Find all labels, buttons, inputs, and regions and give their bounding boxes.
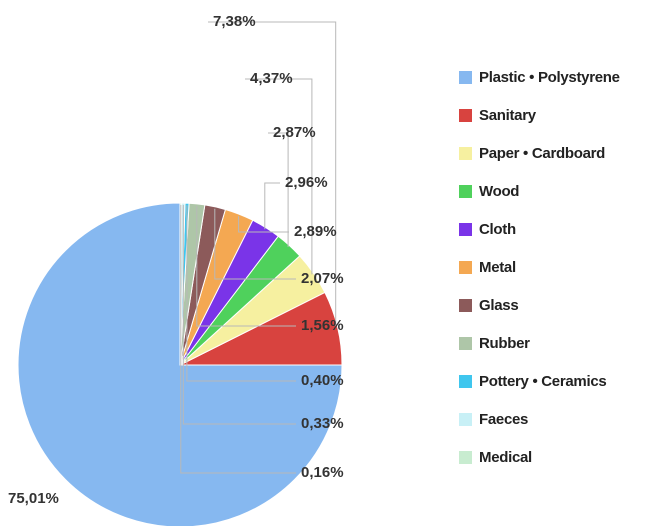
- legend-swatch: [459, 412, 472, 426]
- legend-item-wood: Wood: [459, 172, 654, 210]
- legend-item-metal: Metal: [459, 248, 654, 286]
- legend-item-sanitary: Sanitary: [459, 96, 654, 134]
- legend-label: Sanitary: [479, 106, 536, 124]
- leader-line-sanitary: [208, 21, 337, 329]
- legend-swatch: [459, 374, 472, 388]
- pie-slices: [17, 202, 343, 526]
- legend: Plastic • Polystyrene Sanitary Paper • Car…: [459, 58, 654, 476]
- value-label-paper-cardboard: 4,37%: [250, 70, 293, 87]
- legend-item-rubber: Rubber: [459, 324, 654, 362]
- legend-item-medical: Medical: [459, 438, 654, 476]
- leader-line-paper-cardboard: [245, 78, 313, 275]
- legend-label: Medical: [479, 448, 532, 466]
- value-label-wood: 2,87%: [273, 124, 316, 141]
- value-labels: 75,01% 7,38% 4,37% 2,87% 2,96% 2,89% 2,07% 1,56…: [8, 13, 344, 507]
- legend-label: Pottery • Ceramics: [479, 372, 607, 390]
- legend-swatch: [459, 184, 472, 198]
- leader-line-metal: [238, 216, 289, 233]
- legend-item-pottery-ceramics: Pottery • Ceramics: [459, 362, 654, 400]
- legend-label: Wood: [479, 182, 520, 200]
- legend-swatch: [459, 146, 472, 160]
- legend-item-plastic-polystyrene: Plastic • Polystyrene: [459, 58, 654, 96]
- value-label-pottery-ceramics: 0,40%: [301, 372, 344, 389]
- leader-lines: [180, 21, 337, 474]
- leader-line-wood: [268, 132, 289, 247]
- value-label-medical: 0,16%: [301, 464, 344, 481]
- value-label-cloth: 2,96%: [285, 174, 328, 191]
- legend-label: Metal: [479, 258, 516, 276]
- legend-swatch: [459, 450, 472, 464]
- legend-item-cloth: Cloth: [459, 210, 654, 248]
- pie-slice-plastic-polystyrene: [17, 202, 343, 526]
- legend-label: Cloth: [479, 220, 516, 238]
- leader-line-faeces: [182, 205, 296, 425]
- value-label-plastic-polystyrene: 75,01%: [8, 490, 59, 507]
- value-label-faeces: 0,33%: [301, 415, 344, 432]
- leader-line-glass: [214, 208, 296, 280]
- legend-label: Rubber: [479, 334, 530, 352]
- legend-label: Paper • Cardboard: [479, 144, 606, 162]
- legend-swatch: [459, 336, 472, 350]
- value-label-metal: 2,89%: [294, 223, 337, 240]
- leader-line-medical: [180, 205, 296, 474]
- legend-swatch: [459, 70, 472, 84]
- leader-line-cloth: [264, 182, 280, 230]
- legend-item-paper-cardboard: Paper • Cardboard: [459, 134, 654, 172]
- legend-swatch: [459, 260, 472, 274]
- value-label-rubber: 1,56%: [301, 317, 344, 334]
- legend-swatch: [459, 222, 472, 236]
- value-label-glass: 2,07%: [301, 270, 344, 287]
- leader-line-pottery-ceramics: [186, 205, 296, 382]
- leader-line-rubber: [196, 205, 296, 327]
- legend-swatch: [459, 108, 472, 122]
- legend-item-faeces: Faeces: [459, 400, 654, 438]
- legend-label: Faeces: [479, 410, 529, 428]
- legend-swatch: [459, 298, 472, 312]
- legend-label: Glass: [479, 296, 519, 314]
- legend-label: Plastic • Polystyrene: [479, 68, 620, 86]
- value-label-sanitary: 7,38%: [213, 13, 256, 30]
- legend-item-glass: Glass: [459, 286, 654, 324]
